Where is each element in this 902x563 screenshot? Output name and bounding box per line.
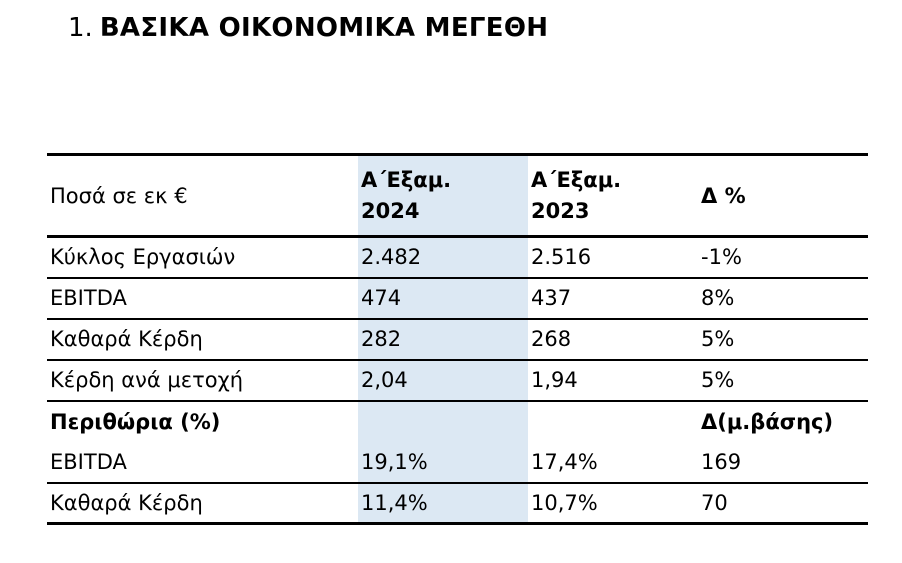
row-label: EBITDA — [47, 441, 358, 484]
header-h1-2023-year: 2023 — [531, 198, 590, 223]
value-h1-2023: 437 — [528, 277, 698, 320]
financials-table: Ποσά σε εκ € Α΄Εξαμ. 2024 Α΄Εξαμ. 2023 Δ… — [47, 153, 868, 525]
table-row-net-profit-margin: Καθαρά Κέρδη 11,4% 10,7% 70 — [47, 482, 868, 525]
table-header: Ποσά σε εκ € Α΄Εξαμ. 2024 Α΄Εξαμ. 2023 Δ… — [47, 154, 868, 238]
table-row-ebitda: EBITDA 474 437 8% — [47, 277, 868, 320]
section-number: 1. — [68, 13, 93, 43]
value-h1-2024: 2,04 — [358, 359, 528, 402]
section-title: ΒΑΣΙΚΑ ΟΙΚΟΝΟΜΙΚΑ ΜΕΓΕΘΗ — [99, 13, 549, 43]
value-delta: 8% — [698, 277, 868, 320]
header-h1-2023-period: Α΄Εξαμ. — [531, 167, 622, 192]
value-h1-2024: 2.482 — [358, 236, 528, 279]
row-label: Κέρδη ανά μετοχή — [47, 359, 358, 402]
header-amounts: Ποσά σε εκ € — [47, 154, 358, 238]
table-row-margins-section: Περιθώρια (%) Δ(μ.βάσης) — [47, 400, 868, 442]
header-delta: Δ % — [698, 154, 868, 238]
value-h1-2023: 2.516 — [528, 236, 698, 279]
value-h1-2023: 17,4% — [528, 441, 698, 484]
row-label: Κύκλος Εργασιών — [47, 236, 358, 279]
value-h1-2024: 19,1% — [358, 441, 528, 484]
page-title: 1. ΒΑΣΙΚΑ ΟΙΚΟΝΟΜΙΚΑ ΜΕΓΕΘΗ — [68, 13, 548, 44]
section-delta-label: Δ(μ.βάσης) — [701, 409, 834, 434]
value-h1-2024 — [358, 400, 528, 442]
table-body: Κύκλος Εργασιών 2.482 2.516 -1% EBITDA 4… — [47, 236, 868, 525]
value-delta: 5% — [698, 359, 868, 402]
value-delta: 169 — [698, 441, 868, 484]
value-delta: 5% — [698, 318, 868, 361]
value-delta: 70 — [698, 482, 868, 525]
value-h1-2024: 474 — [358, 277, 528, 320]
table-row-eps: Κέρδη ανά μετοχή 2,04 1,94 5% — [47, 359, 868, 402]
value-delta: -1% — [698, 236, 868, 279]
header-h1-2024: Α΄Εξαμ. 2024 — [358, 154, 528, 238]
table-row-net-profit: Καθαρά Κέρδη 282 268 5% — [47, 318, 868, 361]
header-h1-2024-period: Α΄Εξαμ. — [361, 167, 452, 192]
value-h1-2024: 282 — [358, 318, 528, 361]
table-row-turnover: Κύκλος Εργασιών 2.482 2.516 -1% — [47, 236, 868, 279]
value-h1-2024: 11,4% — [358, 482, 528, 525]
row-label: Καθαρά Κέρδη — [47, 318, 358, 361]
table-row-ebitda-margin: EBITDA 19,1% 17,4% 169 — [47, 441, 868, 484]
value-h1-2023: 10,7% — [528, 482, 698, 525]
value-h1-2023 — [528, 401, 698, 442]
value-h1-2023: 1,94 — [528, 359, 698, 402]
header-h1-2023: Α΄Εξαμ. 2023 — [528, 154, 698, 238]
row-label: Καθαρά Κέρδη — [47, 482, 358, 525]
section-label: Περιθώρια (%) — [50, 409, 221, 434]
value-h1-2023: 268 — [528, 318, 698, 361]
header-row: Ποσά σε εκ € Α΄Εξαμ. 2024 Α΄Εξαμ. 2023 Δ… — [47, 154, 868, 238]
row-label: EBITDA — [47, 277, 358, 320]
header-h1-2024-year: 2024 — [361, 198, 420, 223]
